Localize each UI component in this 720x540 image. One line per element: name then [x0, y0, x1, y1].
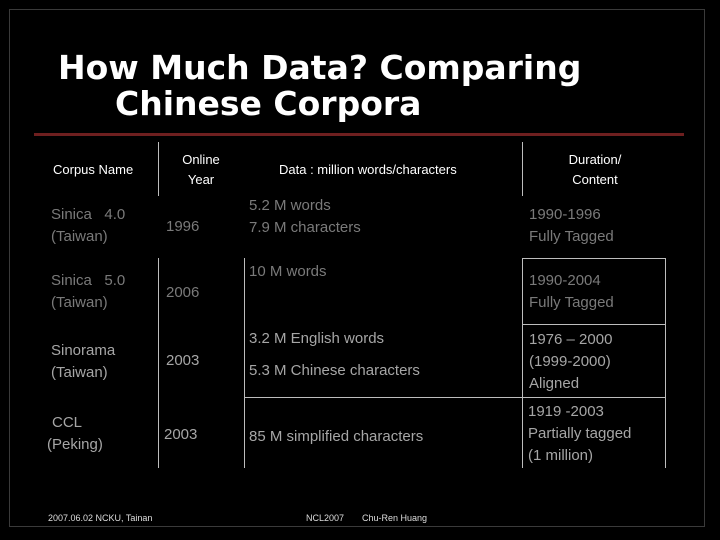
corpus-name-line-1: CCL: [52, 414, 83, 431]
corpus-name-line-2: (Taiwan): [51, 294, 108, 311]
duration-content: 1976 – 2000 (1999-2000) Aligned: [529, 329, 612, 395]
data-size: 5.2 M words 7.9 M characters: [249, 195, 361, 239]
duration-line-2: Fully Tagged: [529, 294, 614, 311]
duration-content: 1990-2004 Fully Tagged: [529, 270, 614, 314]
corpus-name: Sinorama (Taiwan): [51, 340, 115, 384]
footer-date-location: 2007.06.02 NCKU, Tainan: [48, 513, 153, 523]
data-size-line-1: 5.2 M words: [249, 197, 331, 214]
data-size-line-2: 5.3 M Chinese characters: [249, 362, 420, 379]
header-corpus-name: Corpus Name: [53, 162, 134, 177]
duration-line-3: Aligned: [529, 375, 580, 392]
corpus-name: Sinica 5.0 (Taiwan): [51, 270, 125, 314]
corpus-name-line-1: Sinorama: [51, 342, 116, 359]
duration-line-1: 1990-2004: [529, 272, 601, 289]
grid-vline: [522, 142, 523, 196]
title-line-1: How Much Data? Comparing: [58, 48, 582, 87]
duration-line-2: Partially tagged: [528, 425, 632, 442]
duration-line-1: 1990-1996: [529, 206, 601, 223]
header-online-year-line-2: Year: [187, 172, 215, 187]
grid-vline: [158, 258, 159, 468]
grid-hline: [522, 324, 665, 325]
corpus-name-line-1: Sinica 4.0: [51, 206, 126, 223]
slide-frame: [9, 9, 705, 527]
header-duration: Duration/ Content: [555, 150, 635, 190]
corpus-name-line-2: (Peking): [47, 436, 103, 453]
duration-line-3: (1 million): [528, 447, 594, 464]
footer-author: Chu-Ren Huang: [362, 513, 428, 523]
grid-hline: [244, 397, 665, 398]
grid-vline: [244, 258, 245, 468]
grid-vline: [158, 142, 159, 196]
duration-line-1: 1976 – 2000: [529, 331, 613, 348]
header-online-year: Online Year: [170, 150, 232, 190]
footer-conference: NCL2007: [306, 513, 345, 523]
online-year: 1996: [166, 218, 200, 235]
header-data: Data : million words/characters: [279, 162, 457, 177]
slide-title: How Much Data? Comparing Chinese Corpora: [58, 50, 581, 122]
data-size-line-1: 10 M words: [249, 263, 327, 280]
corpus-name: CCL (Peking): [47, 412, 113, 456]
corpus-name-line-1: Sinica 5.0: [51, 272, 126, 289]
data-size-line-1: 3.2 M English words: [249, 330, 385, 347]
duration-line-1: 1919 -2003: [528, 403, 604, 420]
duration-content: 1919 -2003 Partially tagged (1 million): [528, 401, 631, 467]
duration-line-2: (1999-2000): [529, 353, 611, 370]
header-online-year-line-1: Online: [182, 152, 220, 167]
header-duration-line-2: Content: [572, 172, 618, 187]
title-divider: [34, 133, 684, 136]
data-size: 85 M simplified characters: [249, 428, 424, 445]
grid-hline: [522, 258, 665, 259]
duration-line-2: Fully Tagged: [529, 228, 614, 245]
grid-vline: [665, 258, 666, 468]
data-size: 10 M words: [249, 261, 327, 283]
corpus-name-line-2: (Taiwan): [51, 364, 108, 381]
online-year: 2006: [166, 284, 200, 301]
header-duration-line-1: Duration/: [568, 152, 622, 167]
title-line-2: Chinese Corpora: [115, 84, 422, 123]
online-year: 2003: [166, 352, 200, 369]
corpus-name: Sinica 4.0 (Taiwan): [51, 204, 125, 248]
grid-vline: [522, 258, 523, 468]
duration-content: 1990-1996 Fully Tagged: [529, 204, 614, 248]
corpus-name-line-2: (Taiwan): [51, 228, 108, 245]
online-year: 2003: [164, 426, 198, 443]
data-size-line-2: 7.9 M characters: [249, 219, 361, 236]
